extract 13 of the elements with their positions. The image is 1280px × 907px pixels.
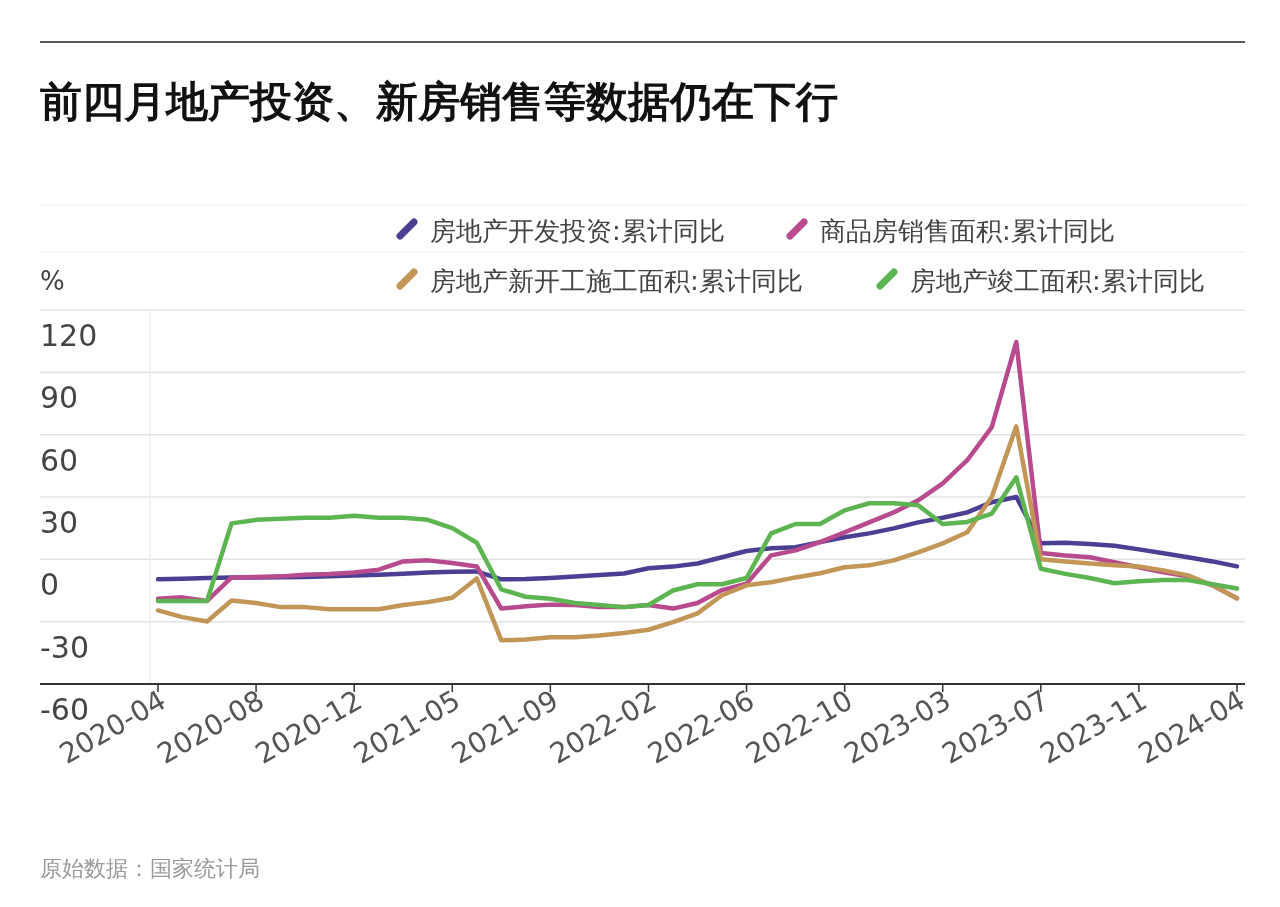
y-tick-label: 120 bbox=[40, 318, 98, 353]
y-tick-label: 30 bbox=[40, 505, 79, 540]
legend-label: 商品房销售面积:累计同比 bbox=[820, 216, 1115, 246]
y-axis-title: % bbox=[40, 266, 65, 296]
title: 前四月地产投资、新房销售等数据仍在下行 bbox=[40, 77, 838, 126]
y-tick-label: -30 bbox=[40, 629, 89, 665]
y-tick-label: 90 bbox=[40, 380, 79, 416]
y-tick-label: 0 bbox=[40, 567, 60, 603]
y-tick-label: 60 bbox=[40, 442, 79, 478]
legend-label: 房地产竣工面积:累计同比 bbox=[910, 266, 1205, 296]
legend-label: 房地产开发投资:累计同比 bbox=[430, 216, 725, 246]
legend-label: 房地产新开工施工面积:累计同比 bbox=[430, 266, 803, 296]
text: 原始数据：国家统计局 bbox=[40, 856, 260, 881]
